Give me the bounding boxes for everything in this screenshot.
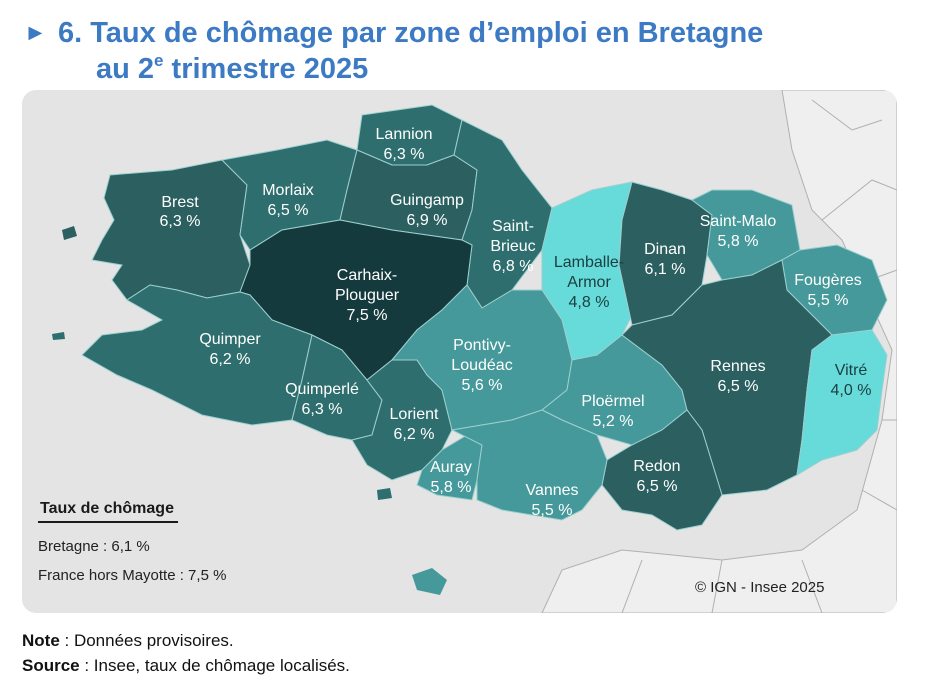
zone-brest[interactable] [91,159,251,301]
island-sein [52,332,65,340]
label-carhaix-name-1: Carhaix- [337,267,397,284]
label-lamballe-armor-name-2: Armor [567,274,611,291]
label-lamballe-armor-rate: 4,8 % [569,294,610,311]
title-line-1: 6. Taux de chômage par zone d’emploi en … [58,17,764,49]
label-redon-rate: 6,5 % [637,478,678,495]
label-saint-brieuc-name-1: Saint- [492,218,534,235]
label-morlaix-rate: 6,5 % [268,202,309,219]
label-quimperle-rate: 6,3 % [302,401,343,418]
zone-vannes[interactable] [450,409,608,521]
label-vitre-name: Vitré [835,362,868,379]
label-pontivy-name-2: Loudéac [451,357,512,374]
chart-title: ► 6. Taux de chômage par zone d’emploi en… [24,14,904,87]
zone-vitre[interactable] [796,329,888,476]
label-auray-rate: 5,8 % [431,479,472,496]
label-vannes-name: Vannes [525,482,578,499]
label-saint-malo-name: Saint-Malo [700,213,777,230]
label-ploermel-rate: 5,2 % [593,413,634,430]
label-carhaix-rate: 7,5 % [347,307,388,324]
map-svg: Brest 6,3 % Morlaix 6,5 % Lannion 6,3 % … [52,90,897,613]
label-lorient-rate: 6,2 % [394,426,435,443]
label-quimper-rate: 6,2 % [210,351,251,368]
legend: Taux de chômage Bretagne : 6,1 % France … [38,500,226,584]
label-fougeres-rate: 5,5 % [808,292,849,309]
legend-bretagne: Bretagne : 6,1 % [38,538,150,555]
label-guingamp-rate: 6,9 % [407,212,448,229]
label-vannes-rate: 5,5 % [532,502,573,519]
label-rennes-rate: 6,5 % [718,378,759,395]
label-saint-malo-rate: 5,8 % [718,233,759,250]
label-redon-name: Redon [633,458,680,475]
footer-note: Note : Données provisoires. [22,631,234,650]
label-quimperle-name: Quimperlé [285,381,359,398]
label-guingamp-name: Guingamp [390,192,464,209]
label-lorient-name: Lorient [390,406,439,423]
label-dinan-rate: 6,1 % [645,261,686,278]
label-rennes-name: Rennes [710,358,765,375]
legend-title: Taux de chômage [38,500,178,523]
map: Brest 6,3 % Morlaix 6,5 % Lannion 6,3 % … [22,90,897,613]
label-lannion-name: Lannion [376,126,433,143]
label-morlaix-name: Morlaix [262,182,314,199]
label-fougeres-name: Fougères [794,272,862,289]
label-pontivy-name-1: Pontivy- [453,337,511,354]
label-ploermel-name: Ploërmel [581,393,644,410]
label-lamballe-armor-name-1: Lamballe- [554,254,624,271]
copyright: © IGN - Insee 2025 [695,579,825,596]
island-belle-ile [412,568,447,595]
label-vitre-rate: 4,0 % [831,382,872,399]
island-groix [377,488,392,500]
island-ouessant [62,226,77,240]
footer: Note : Données provisoires. Source : Ins… [22,628,350,678]
label-pontivy-rate: 5,6 % [462,377,503,394]
footer-source: Source : Insee, taux de chômage localisé… [22,656,350,675]
title-line-2: au 2e trimestre 2025 [96,51,369,85]
zone-labels: Brest 6,3 % Morlaix 6,5 % Lannion 6,3 % … [160,126,872,519]
label-brest-rate: 6,3 % [160,213,201,230]
label-dinan-name: Dinan [644,241,686,258]
label-quimper-name: Quimper [199,331,261,348]
legend-france: France hors Mayotte : 7,5 % [38,567,227,584]
triangle-marker-icon: ► [24,19,47,45]
label-carhaix-name-2: Plouguer [335,287,400,304]
label-lannion-rate: 6,3 % [384,146,425,163]
label-saint-brieuc-rate: 6,8 % [493,258,534,275]
label-brest-name: Brest [161,194,199,211]
label-auray-name: Auray [430,459,472,476]
label-saint-brieuc-name-2: Brieuc [490,238,535,255]
